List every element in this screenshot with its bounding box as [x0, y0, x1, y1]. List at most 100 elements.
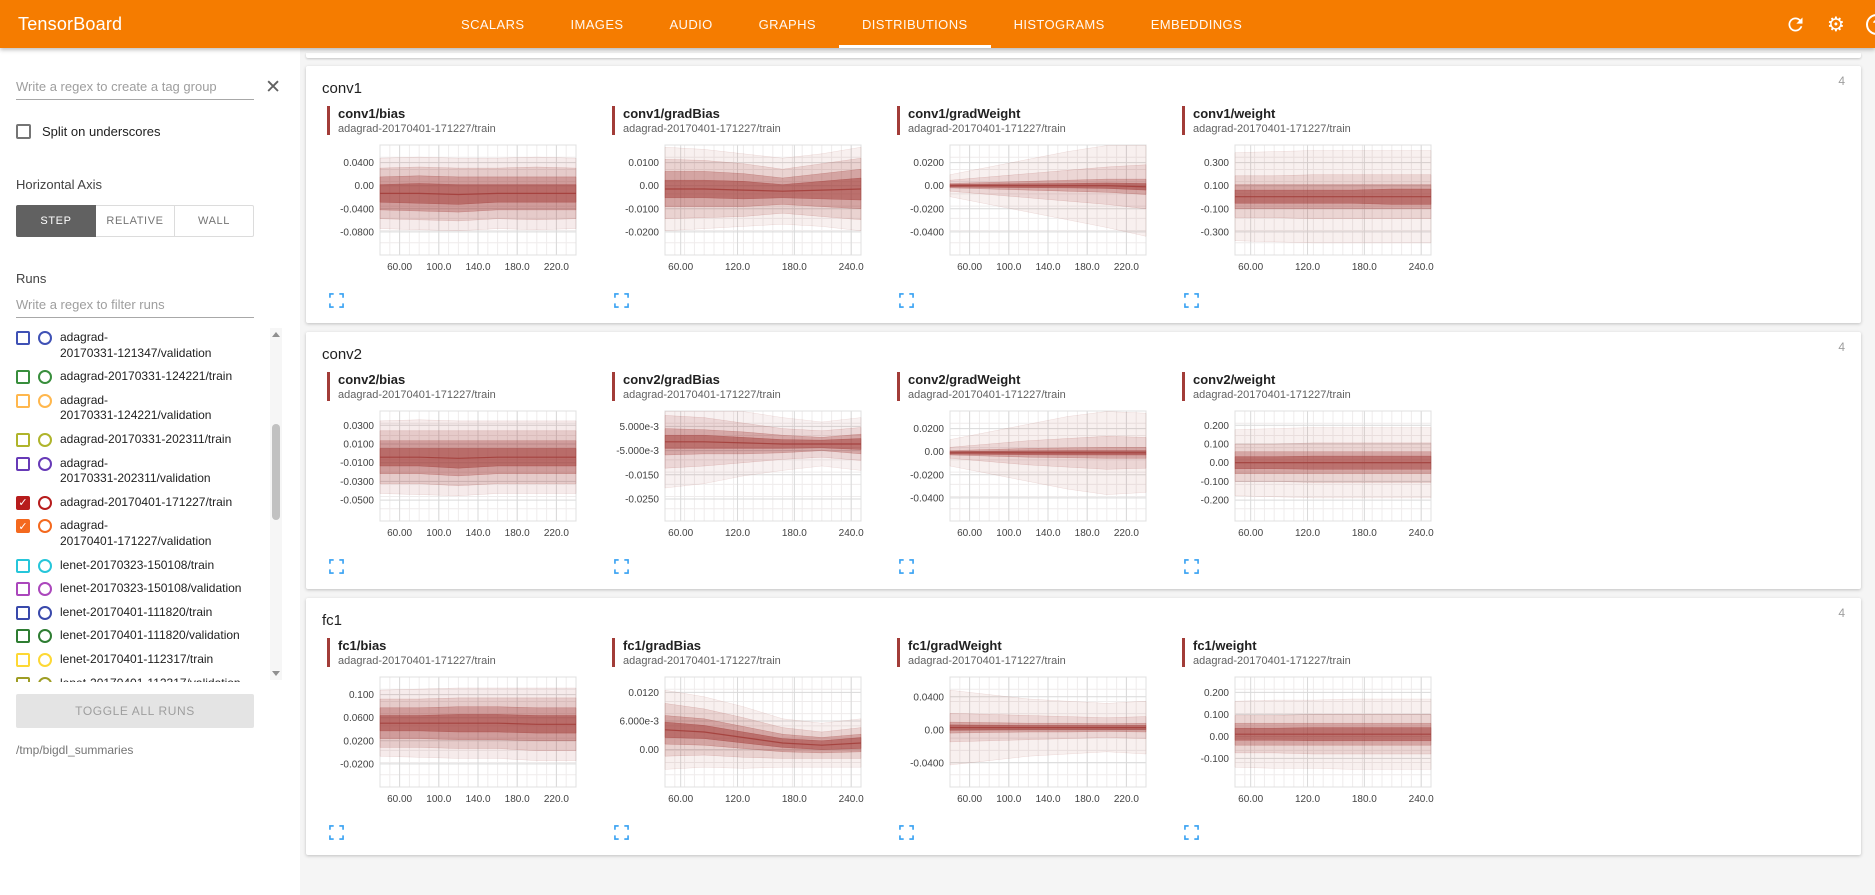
expand-chart-button[interactable]: [1184, 825, 1200, 841]
expand-chart-icon[interactable]: [1184, 559, 1199, 574]
run-item[interactable]: lenet-20170401-112317/validation: [16, 672, 258, 682]
expand-chart-button[interactable]: [899, 293, 915, 309]
tab-images[interactable]: IMAGES: [570, 16, 624, 32]
run-checkbox[interactable]: [16, 676, 30, 682]
run-item[interactable]: adagrad-20170331-202311/train: [16, 428, 258, 452]
run-checkbox[interactable]: [16, 393, 30, 408]
distribution-chart[interactable]: 60.00 120.0 180.0 240.0 0.0100 0.00 -0.0100 -0.…: [607, 139, 869, 289]
expand-chart-icon[interactable]: [899, 559, 914, 574]
expand-chart-icon[interactable]: [329, 825, 344, 840]
run-item[interactable]: ✓ adagrad- 20170401-171227/validation: [16, 514, 258, 553]
run-checkbox[interactable]: ✓: [16, 495, 30, 510]
tag-group-header[interactable]: conv1 4: [322, 70, 1845, 106]
axis-option-wall[interactable]: WALL: [175, 205, 254, 237]
expand-chart-button[interactable]: [329, 559, 345, 575]
expand-chart-icon[interactable]: [614, 825, 629, 840]
run-solo-radio[interactable]: [38, 582, 52, 597]
scrollbar-thumb[interactable]: [272, 424, 280, 520]
run-item[interactable]: lenet-20170323-150108/validation: [16, 577, 258, 601]
expand-chart-button[interactable]: [329, 293, 345, 309]
distribution-chart[interactable]: 60.00 100.0 140.0 180.0 220.0 0.0200 0.00 -0.02…: [892, 139, 1154, 289]
run-solo-radio[interactable]: [38, 331, 52, 345]
run-item[interactable]: lenet-20170401-111820/validation: [16, 624, 258, 648]
distribution-chart[interactable]: 60.00 100.0 140.0 180.0 220.0 0.0300 0.0100 -0.…: [322, 405, 584, 555]
run-checkbox[interactable]: [16, 652, 30, 667]
expand-chart-button[interactable]: [614, 559, 630, 575]
tab-scalars[interactable]: SCALARS: [461, 16, 525, 32]
run-item[interactable]: adagrad- 20170331-121347/validation: [16, 326, 258, 365]
distribution-chart[interactable]: 60.00 100.0 140.0 180.0 220.0 0.0400 0.00 -0.04…: [892, 671, 1154, 821]
run-checkbox[interactable]: [16, 331, 30, 345]
distribution-chart[interactable]: 60.00 120.0 180.0 240.0 0.300 0.100 -0.100 -0.3…: [1177, 139, 1439, 289]
help-icon[interactable]: ?: [1866, 13, 1875, 35]
expand-chart-icon[interactable]: [1184, 293, 1199, 308]
split-on-underscores-checkbox[interactable]: Split on underscores: [16, 124, 284, 139]
run-checkbox[interactable]: [16, 629, 30, 644]
expand-chart-icon[interactable]: [329, 293, 344, 308]
distribution-chart[interactable]: 60.00 100.0 140.0 180.0 220.0 0.100 0.0600 0.02…: [322, 671, 584, 821]
toggle-all-runs-button[interactable]: TOGGLE ALL RUNS: [16, 694, 254, 728]
scroll-up-icon[interactable]: [272, 332, 280, 337]
tab-histograms[interactable]: HISTOGRAMS: [1013, 16, 1105, 32]
expand-chart-icon[interactable]: [899, 825, 914, 840]
close-icon[interactable]: ✕: [265, 76, 281, 98]
checkbox-icon[interactable]: [16, 124, 31, 139]
expand-chart-button[interactable]: [614, 293, 630, 309]
expand-chart-icon[interactable]: [614, 559, 629, 574]
runs-scrollbar[interactable]: [270, 328, 282, 680]
axis-option-step[interactable]: STEP: [16, 205, 96, 237]
expand-chart-button[interactable]: [1184, 293, 1200, 309]
run-solo-radio[interactable]: [38, 652, 52, 667]
expand-chart-icon[interactable]: [899, 293, 914, 308]
expand-chart-button[interactable]: [614, 825, 630, 841]
axis-option-relative[interactable]: RELATIVE: [96, 205, 175, 237]
expand-chart-icon[interactable]: [1184, 825, 1199, 840]
run-solo-radio[interactable]: [38, 495, 52, 510]
distribution-chart[interactable]: 60.00 120.0 180.0 240.0 0.200 0.100 0.00 -0.100…: [1177, 405, 1439, 555]
expand-chart-button[interactable]: [899, 825, 915, 841]
run-item[interactable]: lenet-20170401-111820/train: [16, 601, 258, 625]
run-item[interactable]: lenet-20170323-150108/train: [16, 554, 258, 578]
run-solo-radio[interactable]: [38, 370, 52, 385]
run-item[interactable]: adagrad-20170331-124221/train: [16, 365, 258, 389]
expand-chart-button[interactable]: [329, 825, 345, 841]
tag-regex-input[interactable]: [16, 74, 255, 100]
distribution-chart[interactable]: 60.00 120.0 180.0 240.0 0.200 0.100 0.00 -0.100: [1177, 671, 1439, 821]
distribution-chart[interactable]: 60.00 120.0 180.0 240.0 5.000e-3 -5.000e-3 -0.…: [607, 405, 869, 555]
run-solo-radio[interactable]: [38, 519, 52, 534]
expand-chart-button[interactable]: [1184, 559, 1200, 575]
run-item[interactable]: ✓ adagrad-20170401-171227/train: [16, 491, 258, 515]
tab-audio[interactable]: AUDIO: [669, 16, 713, 32]
run-solo-radio[interactable]: [38, 676, 52, 682]
runs-filter-input[interactable]: [16, 292, 254, 318]
run-checkbox[interactable]: [16, 582, 30, 597]
run-checkbox[interactable]: [16, 605, 30, 620]
tag-group-header[interactable]: fc1 4: [322, 602, 1845, 638]
run-solo-radio[interactable]: [38, 393, 52, 408]
refresh-icon[interactable]: [1784, 13, 1806, 35]
run-checkbox[interactable]: ✓: [16, 519, 30, 534]
scroll-down-icon[interactable]: [272, 671, 280, 676]
run-solo-radio[interactable]: [38, 605, 52, 620]
expand-chart-button[interactable]: [899, 559, 915, 575]
run-checkbox[interactable]: [16, 456, 30, 471]
tab-graphs[interactable]: GRAPHS: [758, 16, 816, 32]
run-solo-radio[interactable]: [38, 629, 52, 644]
run-solo-radio[interactable]: [38, 432, 52, 447]
run-checkbox[interactable]: [16, 370, 30, 385]
settings-gear-icon[interactable]: ⚙: [1827, 12, 1845, 36]
run-item[interactable]: adagrad- 20170331-124221/validation: [16, 389, 258, 428]
expand-chart-icon[interactable]: [329, 559, 344, 574]
run-item[interactable]: adagrad- 20170331-202311/validation: [16, 452, 258, 491]
tab-distributions[interactable]: DISTRIBUTIONS: [838, 0, 991, 48]
tab-embeddings[interactable]: EMBEDDINGS: [1150, 16, 1243, 32]
expand-chart-icon[interactable]: [614, 293, 629, 308]
run-checkbox[interactable]: [16, 558, 30, 573]
tag-group-header[interactable]: conv2 4: [322, 336, 1845, 372]
run-checkbox[interactable]: [16, 432, 30, 447]
distribution-chart[interactable]: 60.00 120.0 180.0 240.0 0.0120 6.000e-3 0.00: [607, 671, 869, 821]
run-solo-radio[interactable]: [38, 456, 52, 471]
run-item[interactable]: lenet-20170401-112317/train: [16, 648, 258, 672]
distribution-chart[interactable]: 60.00 100.0 140.0 180.0 220.0 0.0400 0.00 -0.04…: [322, 139, 584, 289]
distribution-chart[interactable]: 60.00 100.0 140.0 180.0 220.0 0.0200 0.00 -0.02…: [892, 405, 1154, 555]
